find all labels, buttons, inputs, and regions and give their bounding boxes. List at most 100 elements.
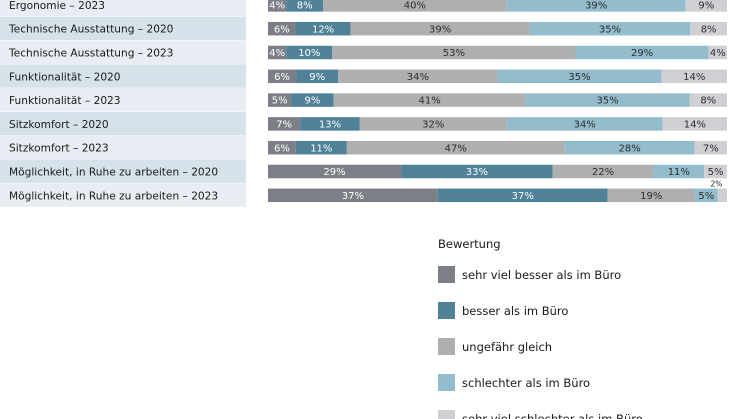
bar-value-label: 29% [323,167,345,178]
bar-value-label: 5% [708,167,724,178]
bar-value-label: 6% [274,24,290,35]
bar-segment [506,0,686,12]
bar-value-label: 9% [698,1,714,12]
bar-segment [296,69,339,84]
bar-value-label: 8% [297,1,313,12]
category-label: Technische Ausstattung – 2020 [8,24,174,36]
category-label: Funktionalität – 2023 [9,95,121,107]
bar-segment [268,0,287,12]
bar-segment [529,21,691,36]
bar-value-label: 33% [466,167,488,178]
bar-segment [268,164,402,179]
bar-value-label: 35% [568,72,590,83]
bar-segment [295,21,351,36]
category-label: Möglichkeit, in Ruhe zu arbeiten – 2023 [9,190,218,202]
bar-value-label: 47% [445,143,467,154]
bar-segment [525,93,690,107]
bar-value-label: 14% [684,120,706,131]
bar-value-label: 12% [312,24,334,35]
legend-entry: ungefähr gleich [462,340,552,354]
legend-swatch [438,374,455,391]
row-background [0,159,246,183]
bar-segment [506,117,663,131]
bar-value-label: 5% [698,191,714,202]
bar-segment [268,69,297,84]
bar-value-label: 6% [274,143,290,154]
bar-value-label: 37% [342,191,364,202]
category-label: Möglichkeit, in Ruhe zu arbeiten – 2020 [9,167,218,179]
bar-segment [350,21,530,36]
bar-segment [717,188,727,203]
legend-title: Bewertung [438,237,501,251]
bar-value-label: 53% [443,48,465,59]
bar-segment [685,0,727,12]
bar-value-label: 4% [269,48,285,59]
bar-value-label: 6% [274,72,290,83]
bar-value-label: 35% [596,96,618,107]
bar-value-label: 19% [640,191,662,202]
bar-value-label: 4% [269,1,285,12]
bar-value-label: 41% [418,96,440,107]
category-label: Funktionalität – 2020 [9,71,121,83]
bar-segment [268,188,438,203]
legend-entry: schlechter als im Büro [462,376,590,390]
bar-value-label: 29% [631,48,653,59]
bar-segment [552,164,654,179]
bar-segment [694,188,718,203]
row-background [0,135,246,160]
bar-segment [661,69,727,84]
legend-entry: sehr viel besser als im Büro [462,268,621,282]
bar-segment [346,140,565,155]
bar-segment [575,45,709,60]
bar-value-label: 34% [574,120,596,131]
legend-entry: besser als im Büro [462,304,568,318]
bar-segment [401,164,553,179]
bar-segment [704,164,727,179]
bar-value-label: 7% [703,143,719,154]
bar-segment [338,69,498,84]
bar-value-label: 4% [710,48,726,59]
bar-value-label: 35% [599,24,621,35]
chart-legend: Bewertung sehr viel besser als im Büro bes… [438,237,643,419]
bar-value-label: 8% [701,24,717,35]
bar-segment [300,117,360,131]
legend-swatch [438,338,455,355]
bar-value-label: 37% [512,191,534,202]
bar-segment [564,140,695,155]
category-label: Technische Ausstattung – 2023 [8,48,173,60]
row-background [0,112,246,136]
chart-rows: Ergonomie – 2023 Technische Ausstattung –… [0,0,246,207]
bar-segment [286,0,324,12]
bar-segment [332,45,576,60]
bar-value-label: 34% [407,72,429,83]
bar-value-label: 40% [404,1,426,12]
bar-value-label: 7% [276,120,292,131]
category-label: Ergonomie – 2023 [9,0,105,12]
row-background [0,40,246,64]
bar-segment [497,69,662,84]
bar-segment [653,164,705,179]
legend-swatch [438,410,455,419]
bar-value-label: 39% [585,1,607,12]
bar-value-label: 32% [422,120,444,131]
bar-value-label: 5% [272,96,288,107]
bar-value-label: 2% [711,180,723,189]
bar-segment [694,140,727,155]
bar-value-label: 9% [309,72,325,83]
bar-segment [268,140,296,155]
bar-value-label: 9% [305,96,321,107]
bar-segment [333,93,526,107]
legend-swatch [438,266,455,283]
legend-swatch [438,302,455,319]
bar-segment [268,45,287,60]
bar-value-label: 39% [429,24,451,35]
bar-segment [295,140,347,155]
row-background [0,88,246,112]
bar-segment [359,117,507,131]
bar-segment [437,188,608,203]
bar-segment [662,117,727,131]
bar-segment [286,45,333,60]
bar-value-label: 14% [683,72,705,83]
row-background [0,183,246,207]
bar-segment [268,21,296,36]
